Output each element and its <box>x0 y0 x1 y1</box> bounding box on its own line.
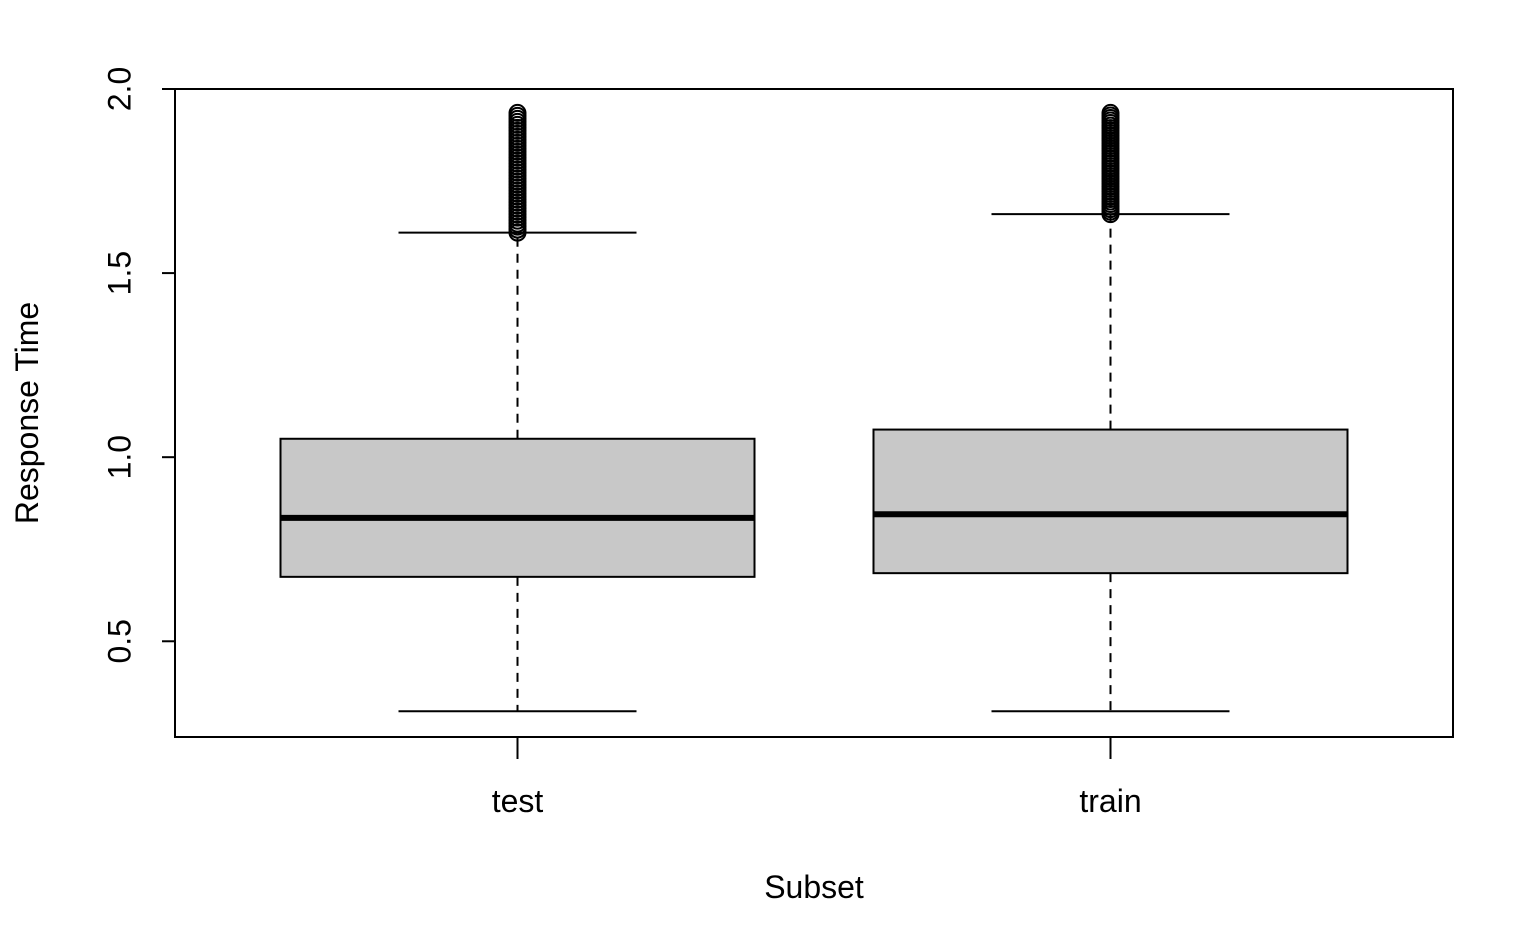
y-tick-label: 1.5 <box>101 251 137 295</box>
outlier-point <box>508 103 527 122</box>
box-test <box>279 103 756 713</box>
x-tick-label-test: test <box>492 783 544 819</box>
plot-frame <box>174 88 1454 738</box>
y-axis-label: Response Time <box>9 302 45 524</box>
y-tick-label: 1.0 <box>101 435 137 479</box>
iqr-box <box>872 428 1349 575</box>
x-axis: test train <box>492 737 1142 819</box>
outliers <box>508 103 527 242</box>
outlier-point <box>1101 103 1120 122</box>
boxes <box>279 103 1349 713</box>
y-axis: 0.5 1.0 1.5 2.0 <box>101 67 175 664</box>
y-tick-label: 2.0 <box>101 67 137 111</box>
x-axis-label: Subset <box>764 869 864 905</box>
y-tick-label: 0.5 <box>101 619 137 663</box>
x-tick-label-train: train <box>1079 783 1141 819</box>
iqr-box <box>279 437 756 578</box>
box-train <box>872 103 1349 713</box>
outliers <box>1101 103 1120 224</box>
